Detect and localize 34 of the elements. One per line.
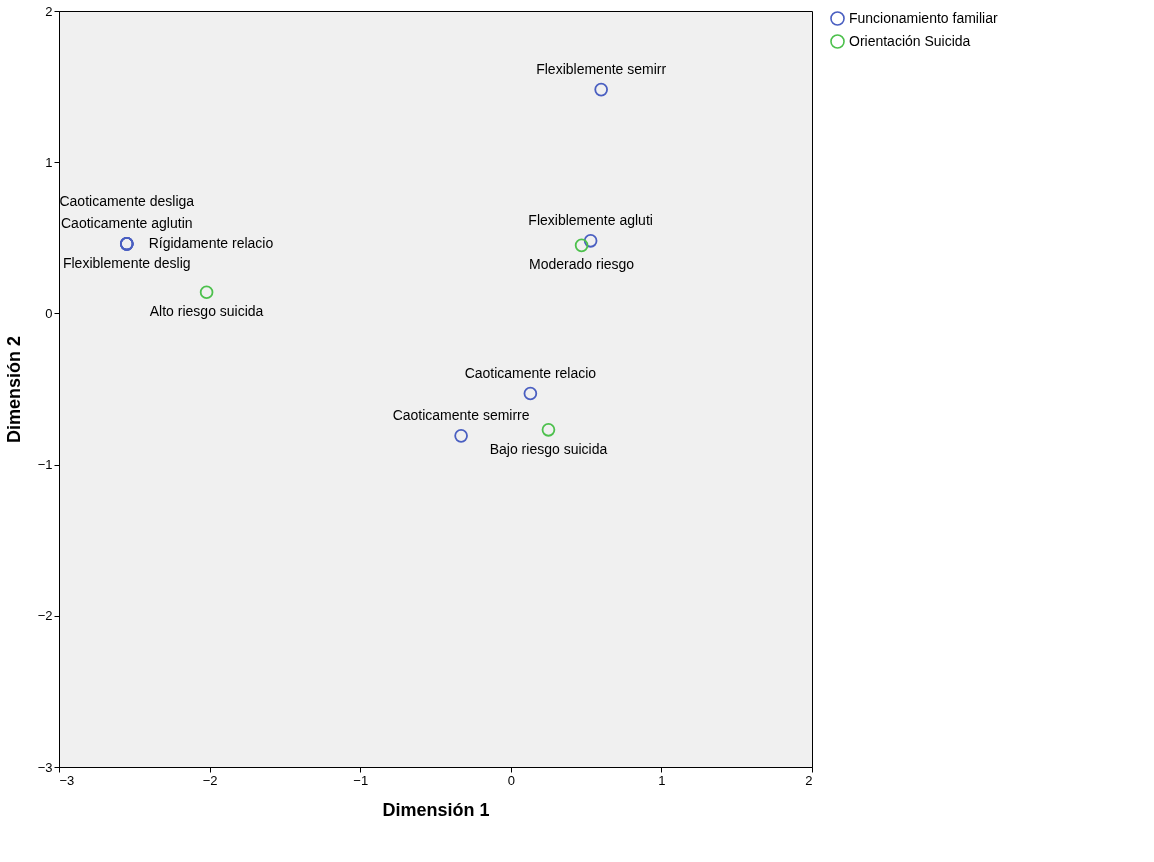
point: [199, 285, 214, 300]
annotation: Caoticamente desliga: [59, 192, 195, 209]
y-tick-label: 0: [45, 305, 53, 321]
point: [523, 386, 538, 401]
annotation: Caoticamente aglutin: [61, 214, 193, 231]
x-axis-title: Dimensión 1: [382, 799, 490, 820]
x-tick-label: −1: [353, 772, 369, 788]
point: [574, 238, 589, 253]
y-tick-label: 2: [45, 3, 53, 19]
x-tick-label: 0: [507, 772, 515, 788]
point: [594, 82, 608, 97]
annotation: Caoticamente semirre: [392, 406, 530, 423]
annotation: Flexiblemente deslig: [62, 254, 191, 271]
y-tick-label: −1: [37, 457, 53, 473]
annotation: Caoticamente relacio: [464, 364, 597, 381]
annotation: Rígidamente relacio: [148, 234, 274, 251]
x-tick-label: −3: [59, 772, 75, 788]
annotation: Flexiblemente agluti: [528, 211, 653, 228]
annotation: Alto riesgo suicida: [149, 303, 264, 320]
y-axis-title: Dimensión 2: [3, 335, 24, 444]
point: [454, 429, 468, 443]
legend-label: Funcionamiento familiar: [849, 9, 998, 26]
point: [541, 423, 556, 437]
y-tick-label: 1: [45, 154, 53, 170]
legend-label: Orientación Suicida: [849, 32, 971, 49]
annotation: Bajo riesgo suicida: [489, 440, 608, 457]
annotation: Flexiblemente semirr: [536, 60, 667, 77]
y-tick-label: −3: [37, 759, 53, 775]
annotation: Moderado riesgo: [529, 256, 635, 273]
x-tick-label: 2: [805, 772, 813, 788]
point: [583, 234, 598, 248]
x-tick-label: −2: [202, 772, 218, 788]
x-tick-label: 1: [658, 772, 666, 788]
y-tick-label: −2: [37, 608, 53, 624]
